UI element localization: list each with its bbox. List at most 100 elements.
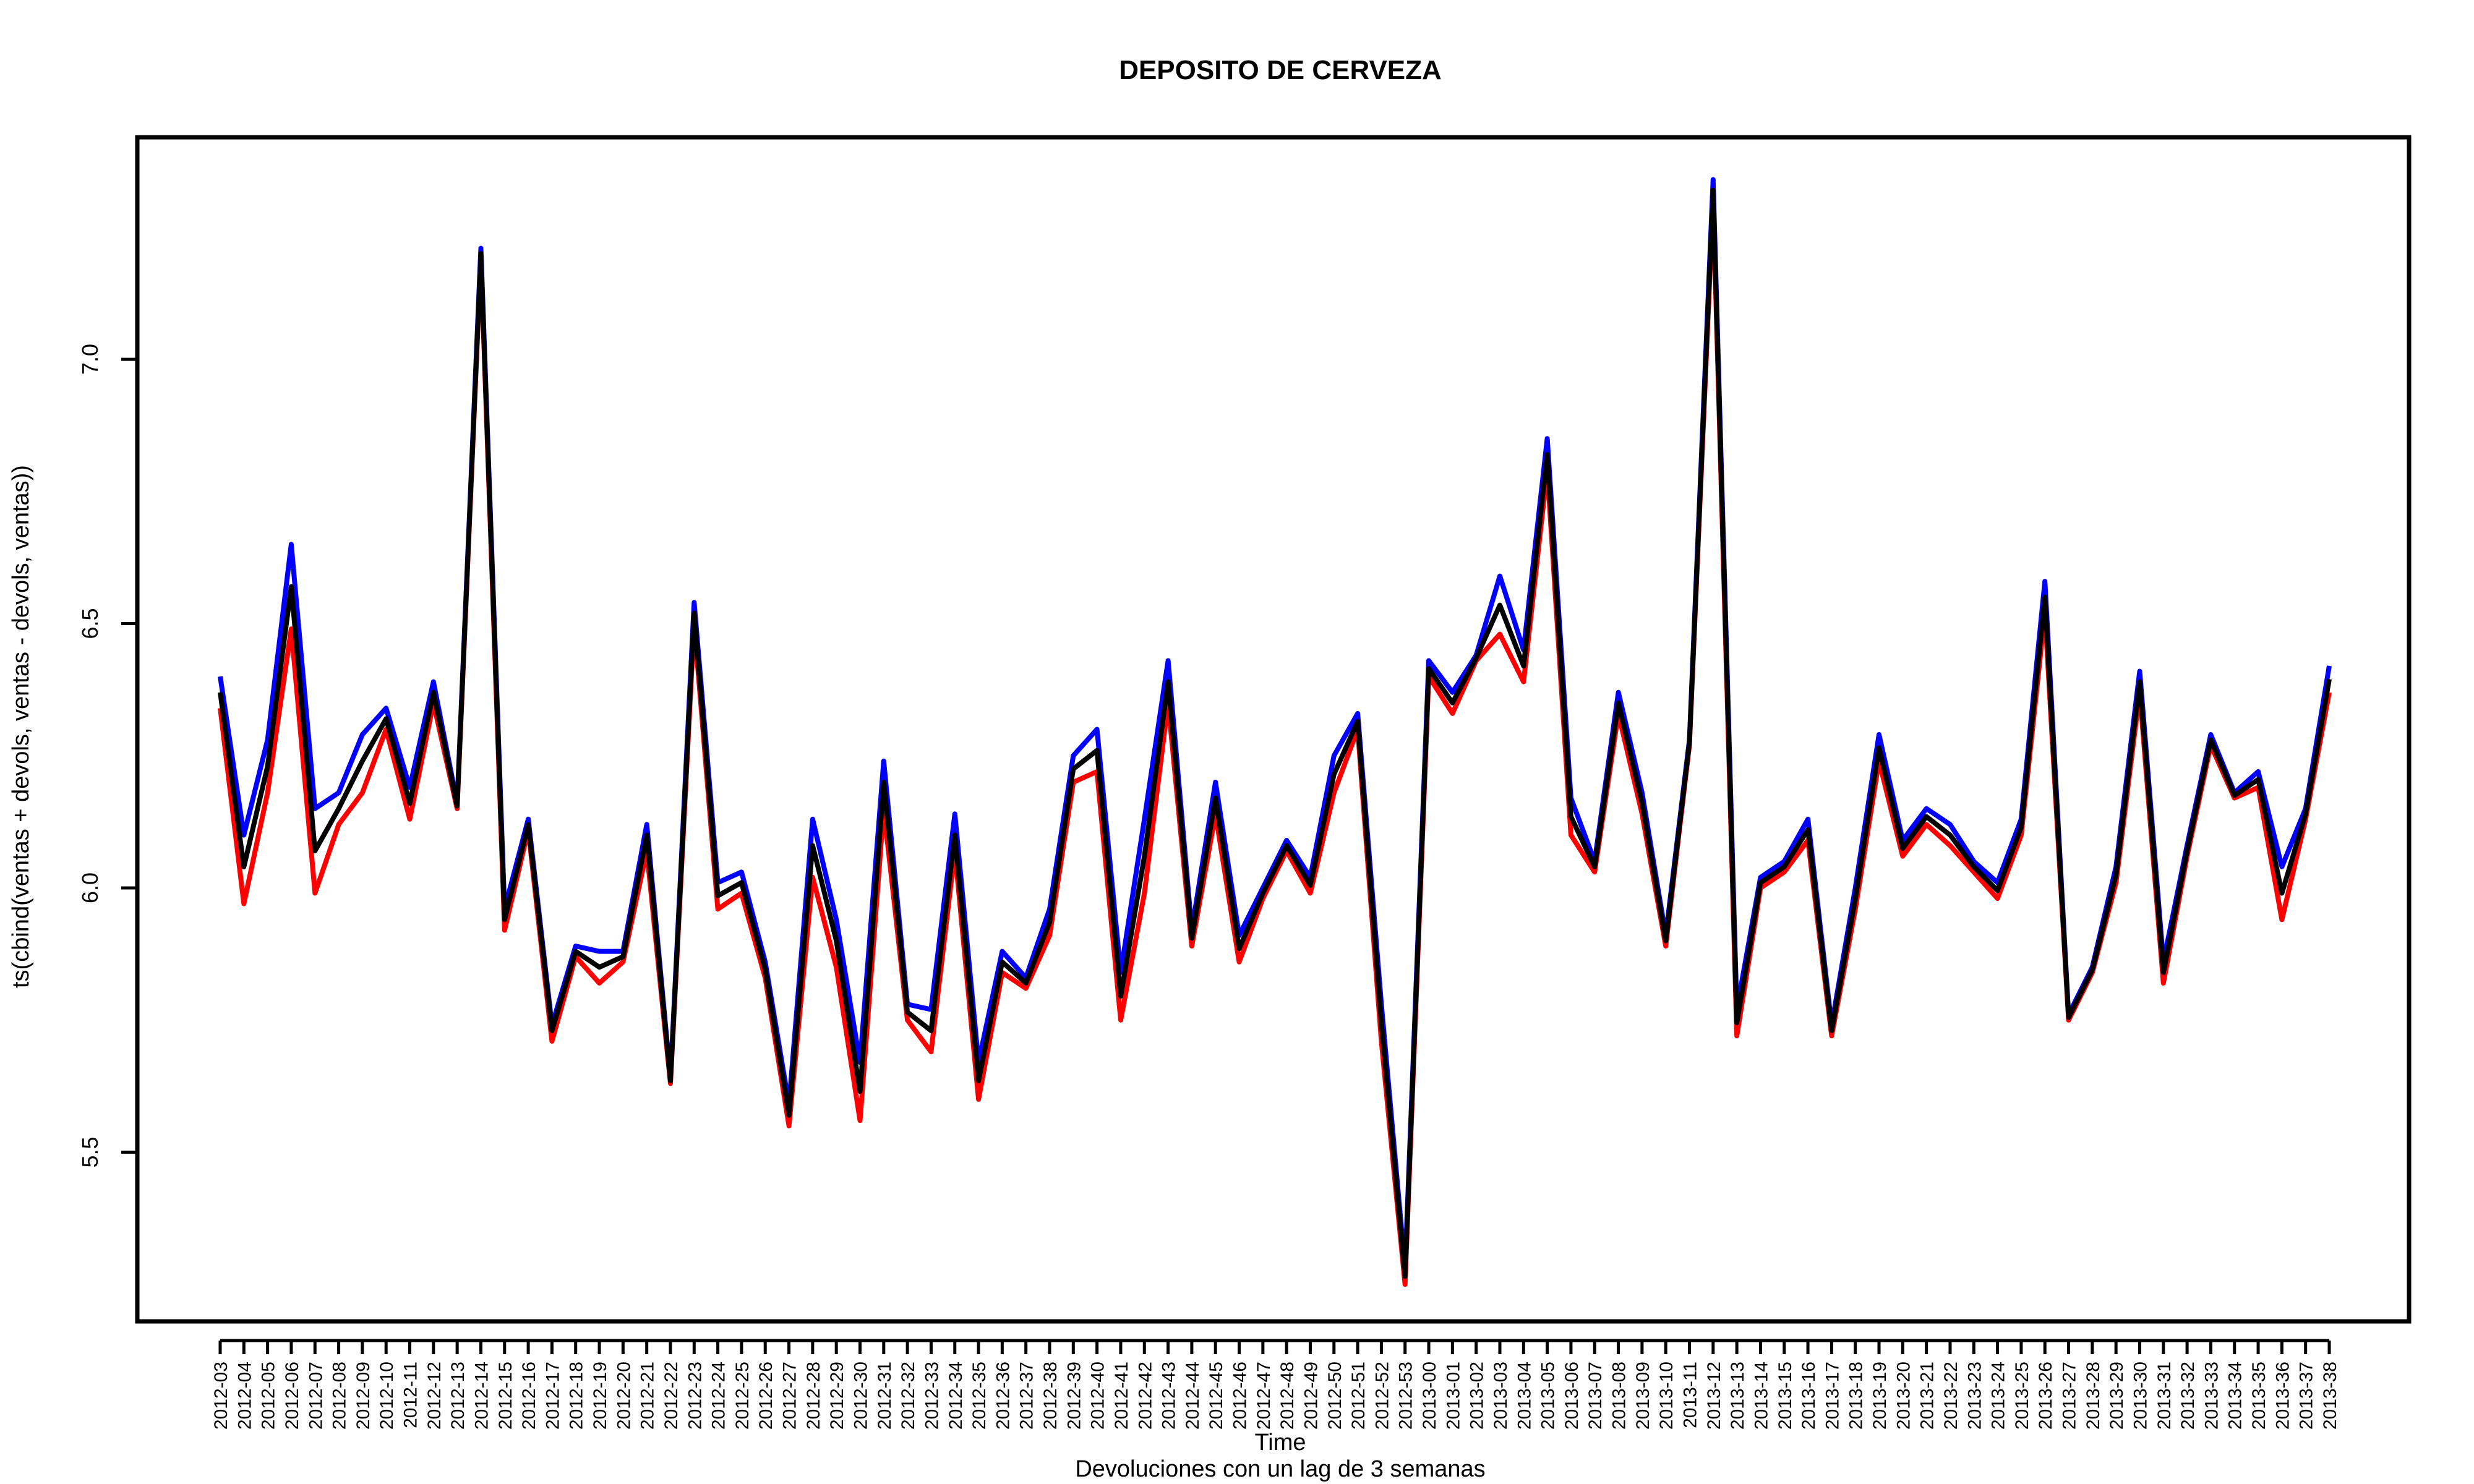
x-tick-label: 2012-05: [259, 1362, 279, 1430]
series-2: [218, 187, 2332, 1279]
x-tick-label: 2012-33: [922, 1362, 942, 1430]
x-tick-label: 2012-32: [898, 1362, 918, 1430]
x-tick-label: 2012-15: [495, 1362, 516, 1430]
x-tick-label: 2013-33: [2201, 1362, 2222, 1430]
x-tick-label: 2012-25: [732, 1362, 753, 1430]
x-tick-label: 2013-28: [2083, 1362, 2104, 1430]
x-tick-label: 2012-31: [875, 1362, 895, 1430]
x-tick-label: 2012-23: [685, 1362, 705, 1430]
x-tick-label: 2012-07: [306, 1362, 326, 1430]
x-tick-label: 2012-04: [234, 1362, 255, 1430]
x-tick-label: 2013-04: [1514, 1362, 1534, 1430]
x-tick-label: 2013-13: [1727, 1362, 1748, 1430]
x-tick-label: 2012-12: [424, 1362, 445, 1430]
x-tick-label: 2012-30: [850, 1362, 871, 1430]
x-tick-label: 2013-25: [2012, 1362, 2032, 1430]
x-tick-label: 2012-44: [1183, 1362, 1203, 1430]
x-tick-label: 2013-37: [2296, 1362, 2317, 1430]
x-tick-label: 2012-19: [590, 1362, 610, 1430]
x-tick-label: 2012-06: [282, 1362, 302, 1430]
x-tick-label: 2012-14: [471, 1362, 492, 1430]
x-tick-label: 2013-26: [2035, 1362, 2056, 1430]
x-axis: 2012-03 2012-04 2012-05 2012-06 2012-07 2012-…: [211, 1339, 2340, 1430]
x-tick-label: 2012-48: [1277, 1362, 1298, 1430]
x-tick-label: 2012-24: [709, 1362, 729, 1430]
x-tick-label: 2013-10: [1656, 1362, 1677, 1430]
x-tick-label: 2013-38: [2320, 1362, 2340, 1430]
x-tick-label: 2012-50: [1325, 1362, 1345, 1430]
x-tick-label: 2013-14: [1751, 1362, 1771, 1430]
chart-title: DEPOSITO DE CERVEZA: [1119, 55, 1442, 85]
x-tick-label: 2012-27: [780, 1362, 800, 1430]
x-tick-label: 2013-05: [1538, 1362, 1559, 1430]
x-tick-label: 2012-41: [1111, 1362, 1132, 1430]
x-tick-label: 2012-16: [519, 1362, 539, 1430]
x-tick-label: 2013-29: [2107, 1362, 2127, 1430]
x-tick-label: 2012-09: [353, 1362, 374, 1430]
x-tick-label: 2013-32: [2178, 1362, 2198, 1430]
x-tick-label: 2012-49: [1301, 1362, 1321, 1430]
x-tick-label: 2013-09: [1633, 1362, 1653, 1430]
x-tick-label: 2012-47: [1254, 1362, 1274, 1430]
x-tick-label: 2013-17: [1822, 1362, 1843, 1430]
y-tick-label: 5.5: [77, 1136, 103, 1167]
x-tick-label: 2013-31: [2154, 1362, 2175, 1430]
x-tick-label: 2012-11: [401, 1362, 421, 1428]
x-tick-label: 2013-12: [1704, 1362, 1724, 1430]
x-tick-label: 2013-30: [2130, 1362, 2151, 1430]
x-tick-label: 2013-07: [1585, 1362, 1606, 1430]
x-tick-label: 2012-17: [542, 1362, 563, 1430]
x-tick-label: 2013-24: [1988, 1362, 2009, 1430]
x-tick-label: 2013-03: [1491, 1362, 1511, 1430]
x-tick-label: 2012-22: [661, 1362, 682, 1430]
x-tick-label: 2012-03: [211, 1362, 231, 1430]
y-tick-label: 7.0: [77, 344, 103, 375]
x-tick-label: 2013-19: [1870, 1362, 1890, 1430]
plot-frame: [135, 135, 2412, 1324]
y-axis: 5.5 6.0 6.5 7.0: [77, 344, 137, 1167]
x-tick-label: 2012-08: [330, 1362, 350, 1430]
x-tick-label: 2013-20: [1893, 1362, 1914, 1430]
x-tick-label: 2012-53: [1396, 1362, 1416, 1430]
x-tick-label: 2012-21: [638, 1362, 658, 1430]
x-tick-label: 2012-26: [756, 1362, 776, 1430]
x-tick-label: 2012-13: [448, 1362, 468, 1430]
x-tick-label: 2013-21: [1917, 1362, 1938, 1430]
series-layer: [218, 177, 2332, 1287]
x-tick-label: 2013-00: [1419, 1362, 1440, 1430]
x-tick-label: 2012-36: [993, 1362, 1013, 1430]
series-line: [218, 187, 2332, 1279]
x-tick-label: 2012-34: [946, 1362, 966, 1430]
x-tick-label: 2013-06: [1562, 1362, 1582, 1430]
x-tick-label: 2013-01: [1443, 1362, 1463, 1430]
x-tick-label: 2013-36: [2272, 1362, 2293, 1430]
x-tick-label: 2012-45: [1206, 1362, 1226, 1430]
x-tick-label: 2013-02: [1467, 1362, 1487, 1430]
x-tick-label: 2012-28: [803, 1362, 824, 1430]
x-tick-label: 2013-35: [2249, 1362, 2269, 1430]
x-tick-label: 2013-11: [1680, 1362, 1701, 1428]
x-tick-label: 2013-16: [1799, 1362, 1819, 1430]
x-tick-label: 2012-39: [1064, 1362, 1084, 1430]
y-tick-label: 6.0: [77, 872, 103, 903]
x-axis-label: Time: [1254, 1430, 1306, 1456]
x-tick-label: 2013-27: [2060, 1362, 2080, 1430]
x-tick-label: 2012-20: [614, 1362, 634, 1430]
x-tick-label: 2012-29: [827, 1362, 847, 1430]
x-tick-label: 2012-10: [377, 1362, 397, 1430]
x-tick-label: 2012-37: [1017, 1362, 1037, 1430]
x-tick-label: 2013-23: [1964, 1362, 1985, 1430]
y-axis-label: ts(cbind(ventas + devols, ventas - devol…: [8, 465, 34, 988]
x-tick-label: 2012-52: [1372, 1362, 1392, 1430]
x-tick-label: 2013-08: [1609, 1362, 1630, 1430]
x-tick-label: 2013-18: [1846, 1362, 1867, 1430]
x-tick-label: 2013-22: [1941, 1362, 1961, 1430]
x-tick-label: 2012-42: [1135, 1362, 1155, 1430]
x-tick-label: 2012-18: [567, 1362, 587, 1430]
x-tick-label: 2012-43: [1159, 1362, 1179, 1430]
x-axis-sublabel: Devoluciones con un lag de 3 semanas: [1075, 1456, 1485, 1482]
y-tick-label: 6.5: [77, 608, 103, 639]
x-tick-label: 2012-38: [1040, 1362, 1061, 1430]
x-tick-label: 2013-34: [2225, 1362, 2246, 1430]
